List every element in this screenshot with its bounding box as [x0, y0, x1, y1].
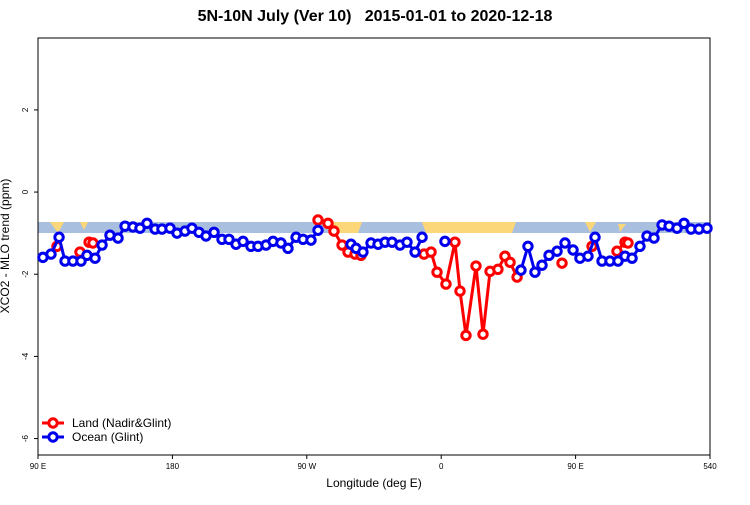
data-point: [425, 246, 437, 258]
data-point: [312, 224, 324, 236]
data-point: [208, 226, 220, 239]
data-point: [440, 278, 452, 290]
y-tick-label: -6: [21, 434, 30, 442]
data-point: [626, 252, 638, 264]
legend-marker: [47, 431, 59, 443]
data-point: [470, 260, 482, 272]
data-point: [582, 250, 594, 262]
data-point: [312, 214, 324, 226]
legend-label: Ocean (Glint): [72, 430, 143, 444]
data-point: [357, 246, 369, 258]
y-axis-label: XCO2 - MLO trend (ppm): [0, 179, 12, 314]
data-point: [454, 285, 466, 297]
data-point: [701, 222, 713, 234]
data-point: [515, 264, 527, 276]
data-point: [504, 256, 516, 269]
data-point: [551, 245, 563, 257]
series-line: [88, 218, 629, 337]
x-axis-label: Longitude (deg E): [326, 476, 421, 490]
land-strip: [422, 222, 516, 233]
data-point: [431, 266, 443, 278]
x-tick-label: 0: [439, 462, 444, 471]
x-tick-label: 90 E: [567, 462, 583, 471]
data-point: [409, 246, 421, 258]
data-point: [439, 235, 451, 248]
data-point: [328, 225, 340, 237]
data-point: [401, 236, 413, 248]
data-point: [96, 239, 108, 251]
data-point: [522, 240, 534, 252]
y-tick-label: -4: [21, 352, 30, 360]
x-tick-label: 90 E: [30, 462, 46, 471]
y-tick-label: 0: [21, 189, 30, 194]
data-point: [282, 242, 294, 255]
data-point: [678, 217, 690, 229]
data-point: [305, 234, 317, 246]
data-point: [416, 231, 428, 243]
data-point: [556, 257, 568, 269]
data-point: [567, 244, 579, 256]
x-tick-label: 540: [703, 462, 717, 471]
data-point: [141, 217, 153, 229]
data-point: [492, 263, 504, 276]
data-point: [460, 329, 472, 342]
ocean-strip: [38, 222, 710, 233]
data-point: [589, 231, 601, 243]
chart-title: 5N-10N July (Ver 10) 2015-01-01 to 2020-…: [198, 8, 553, 25]
data-point: [322, 217, 334, 229]
data-point: [275, 237, 287, 249]
x-tick-label: 90 W: [297, 462, 316, 471]
data-point: [648, 232, 660, 244]
plot-frame: [37, 37, 711, 456]
x-tick-label: 180: [166, 462, 180, 471]
data-point: [529, 266, 541, 278]
data-point: [53, 231, 65, 243]
data-point: [477, 328, 489, 340]
data-point: [622, 237, 634, 249]
data-point: [611, 245, 623, 257]
data-point: [449, 236, 461, 248]
map-strip: [38, 222, 710, 233]
data-point: [87, 237, 99, 249]
legend-marker: [47, 417, 59, 429]
data-point: [45, 248, 57, 260]
legend-label: Land (Nadir&Glint): [72, 416, 171, 430]
data-point: [237, 235, 249, 248]
data-point: [112, 232, 124, 244]
data-point: [634, 240, 646, 252]
data-point: [89, 252, 101, 264]
data-point: [559, 237, 571, 249]
y-tick-label: -2: [21, 270, 30, 278]
y-tick-label: 2: [21, 107, 30, 112]
data-point: [536, 259, 548, 271]
